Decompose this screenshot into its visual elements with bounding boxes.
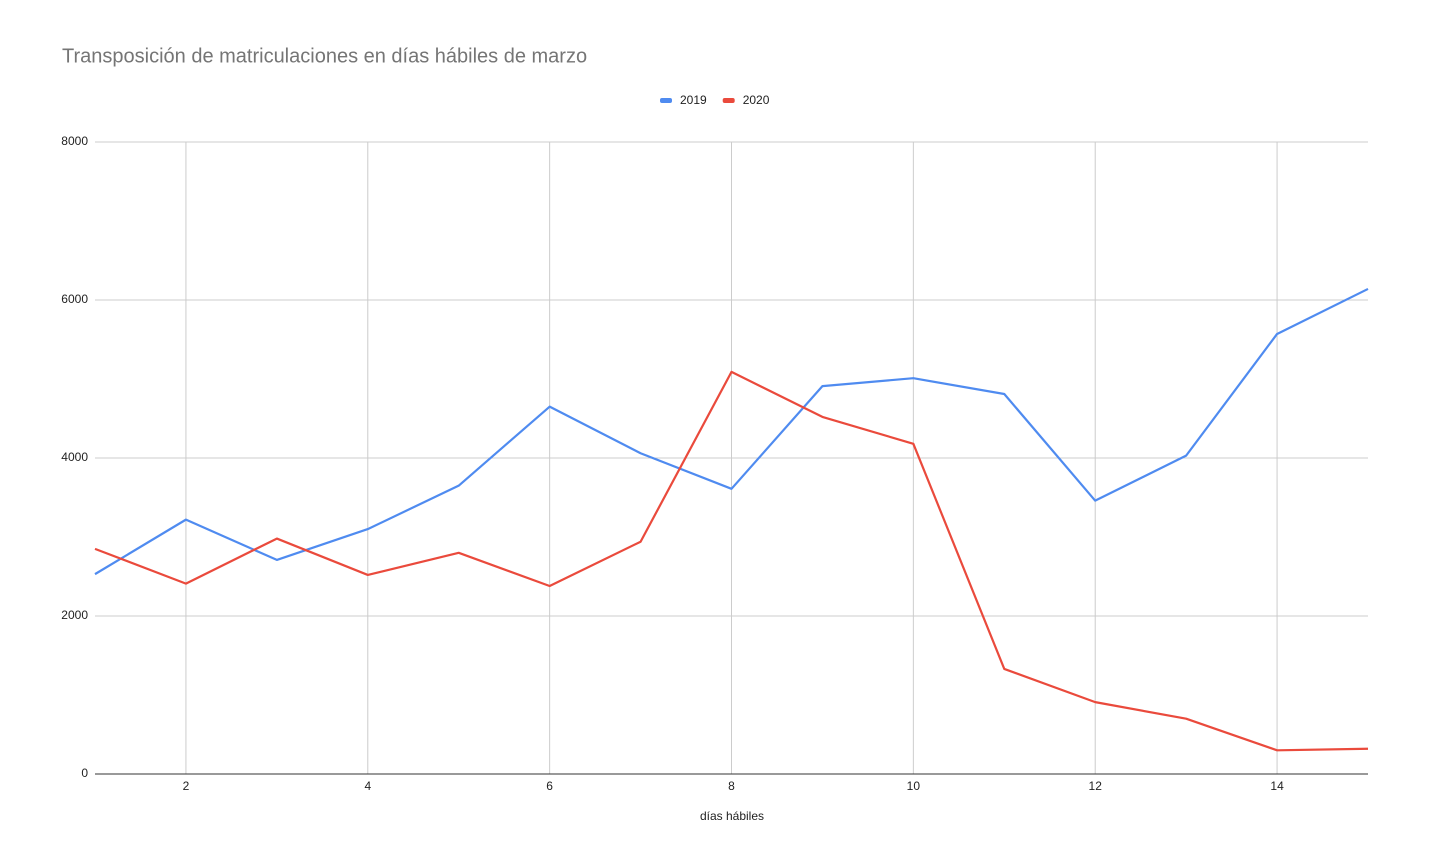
legend-swatch <box>722 98 735 103</box>
y-tick-label: 6000 <box>61 292 88 306</box>
x-tick-label: 2 <box>183 779 190 793</box>
legend-label: 2020 <box>743 93 770 107</box>
y-tick-label: 8000 <box>61 134 88 148</box>
legend-swatch <box>660 98 672 103</box>
y-tick-label: 4000 <box>61 450 88 464</box>
y-tick-label: 2000 <box>61 608 88 622</box>
series-line <box>94 370 1369 752</box>
x-tick-label: 4 <box>364 779 371 793</box>
legend-label: 2019 <box>680 93 707 107</box>
chart-title: Transposición de matriculaciones en días… <box>62 45 587 67</box>
x-tick-label: 10 <box>907 779 921 793</box>
x-axis-label: días hábiles <box>700 809 764 823</box>
x-tick-label: 14 <box>1270 779 1284 793</box>
x-tick-label: 12 <box>1089 779 1103 793</box>
y-tick-label: 0 <box>81 766 88 780</box>
x-tick-label: 6 <box>546 779 553 793</box>
x-tick-label: 8 <box>728 779 735 793</box>
